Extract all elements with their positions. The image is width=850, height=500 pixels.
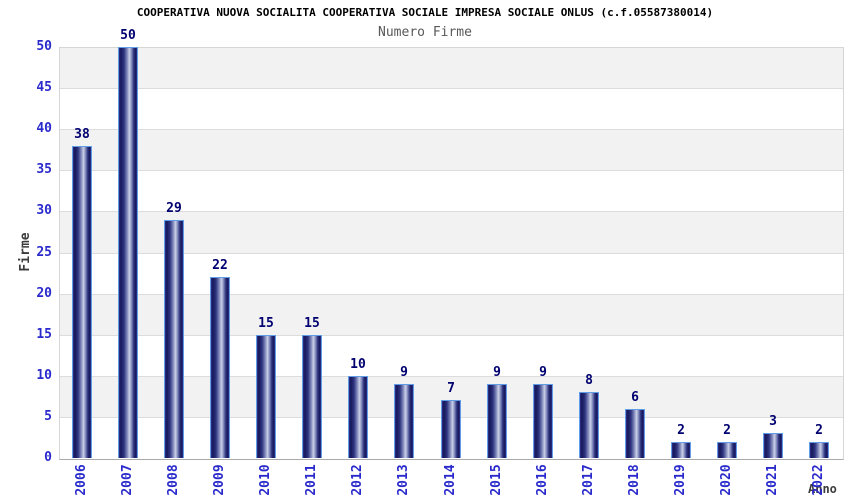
bar-2008 <box>164 220 184 458</box>
bar-value-label-2020: 2 <box>723 423 731 438</box>
x-tick-2014: 2014 <box>443 464 458 496</box>
bar-value-label-2008: 29 <box>166 201 182 216</box>
gridline-20 <box>60 293 843 295</box>
x-tick-2016: 2016 <box>535 464 550 496</box>
bar-2006 <box>72 146 92 458</box>
bar-value-label-2017: 8 <box>585 373 593 388</box>
chart-title: COOPERATIVA NUOVA SOCIALITA COOPERATIVA … <box>136 6 714 19</box>
bar-value-label-2014: 7 <box>447 381 455 396</box>
gridline-10 <box>60 375 843 377</box>
bar-value-label-2009: 22 <box>212 258 228 273</box>
x-tick-2012: 2012 <box>350 464 365 496</box>
gridline-15 <box>60 334 843 336</box>
x-tick-2006: 2006 <box>74 464 89 496</box>
gridline-35 <box>60 170 843 172</box>
bar-2012 <box>348 376 368 458</box>
bar-2011 <box>302 335 322 458</box>
bar-2010 <box>256 335 276 458</box>
bar-value-label-2018: 6 <box>631 390 639 405</box>
x-tick-2022: 2022 <box>811 464 826 496</box>
bar-2022 <box>809 442 829 458</box>
bar-2019 <box>671 442 691 458</box>
y-tick-45: 45 <box>36 80 52 96</box>
y-tick-5: 5 <box>44 408 52 424</box>
x-axis-title: Anno <box>808 482 837 496</box>
bar-2017 <box>579 392 599 458</box>
chart-subtitle: Numero Firme <box>378 25 472 40</box>
bar-value-label-2007: 50 <box>120 28 136 43</box>
bar-value-label-2015: 9 <box>493 365 501 380</box>
y-tick-10: 10 <box>36 367 52 383</box>
x-tick-2013: 2013 <box>396 464 411 496</box>
x-tick-2017: 2017 <box>581 464 596 496</box>
y-tick-25: 25 <box>36 244 52 260</box>
y-tick-0: 0 <box>44 450 52 465</box>
bar-value-label-2011: 15 <box>304 316 320 331</box>
bar-2016 <box>533 384 553 458</box>
x-tick-2018: 2018 <box>627 464 642 496</box>
bar-value-label-2010: 15 <box>258 316 274 331</box>
bar-value-label-2016: 9 <box>539 365 547 380</box>
background-band <box>60 130 843 172</box>
x-tick-2015: 2015 <box>489 464 504 496</box>
y-tick-35: 35 <box>36 162 52 178</box>
bar-2015 <box>487 384 507 458</box>
bar-value-label-2021: 3 <box>769 414 777 429</box>
background-band <box>60 48 843 90</box>
x-tick-2007: 2007 <box>120 464 135 496</box>
plot-area <box>59 47 844 460</box>
background-band <box>60 171 843 213</box>
y-tick-30: 30 <box>36 203 52 219</box>
bar-2018 <box>625 409 645 458</box>
x-tick-2021: 2021 <box>765 464 780 496</box>
gridline-40 <box>60 129 843 131</box>
bar-value-label-2012: 10 <box>350 357 366 372</box>
x-tick-2010: 2010 <box>258 464 273 496</box>
gridline-45 <box>60 88 843 90</box>
gridline-25 <box>60 252 843 254</box>
bar-2021 <box>763 433 783 458</box>
y-tick-15: 15 <box>36 326 52 342</box>
x-tick-2019: 2019 <box>673 464 688 496</box>
x-tick-2011: 2011 <box>304 464 319 496</box>
background-band <box>60 89 843 131</box>
x-tick-2009: 2009 <box>212 464 227 496</box>
gridline-30 <box>60 211 843 213</box>
background-band <box>60 335 843 377</box>
y-tick-40: 40 <box>36 121 52 137</box>
y-tick-50: 50 <box>36 39 52 54</box>
bar-value-label-2022: 2 <box>815 423 823 438</box>
bar-value-label-2019: 2 <box>677 423 685 438</box>
bar-value-label-2013: 9 <box>400 365 408 380</box>
x-tick-2008: 2008 <box>166 464 181 496</box>
bar-2020 <box>717 442 737 458</box>
background-band <box>60 253 843 295</box>
x-tick-2020: 2020 <box>719 464 734 496</box>
bar-2013 <box>394 384 414 458</box>
y-tick-20: 20 <box>36 285 52 301</box>
bar-2009 <box>210 277 230 458</box>
background-band <box>60 294 843 336</box>
bar-2014 <box>441 400 461 458</box>
bar-value-label-2006: 38 <box>74 127 90 142</box>
bar-2007 <box>118 47 138 458</box>
background-band <box>60 212 843 254</box>
